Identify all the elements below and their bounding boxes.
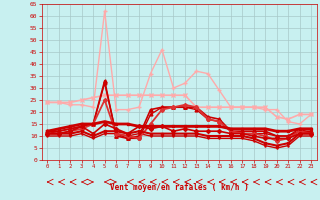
- X-axis label: Vent moyen/en rafales ( km/h ): Vent moyen/en rafales ( km/h ): [110, 183, 249, 192]
